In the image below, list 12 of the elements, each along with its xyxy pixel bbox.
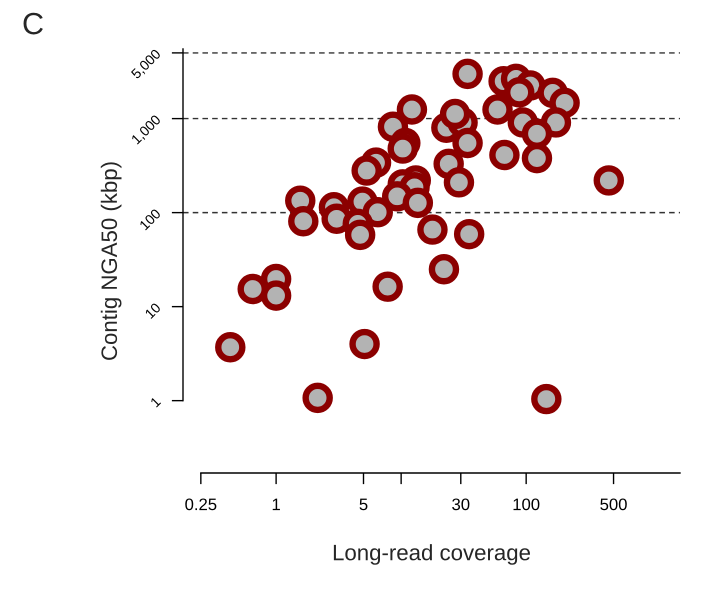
y-axis-title: Contig NGA50 (kbp) — [100, 162, 122, 360]
x-tick-label: 1 — [272, 498, 280, 510]
x-tick-label: 100 — [514, 498, 540, 510]
y-tick-label: 1 — [150, 396, 162, 408]
y-tick-label: 100 — [139, 208, 162, 230]
x-tick-label: 30 — [452, 498, 470, 510]
x-tick-label: 5 — [360, 498, 368, 510]
x-tick-label: 0.25 — [185, 498, 216, 510]
y-tick-label: 10 — [144, 302, 162, 319]
x-tick-label: 500 — [600, 498, 627, 510]
x-axis-title: Long-read coverage — [334, 544, 530, 565]
chart-title: C — [24, 12, 43, 34]
